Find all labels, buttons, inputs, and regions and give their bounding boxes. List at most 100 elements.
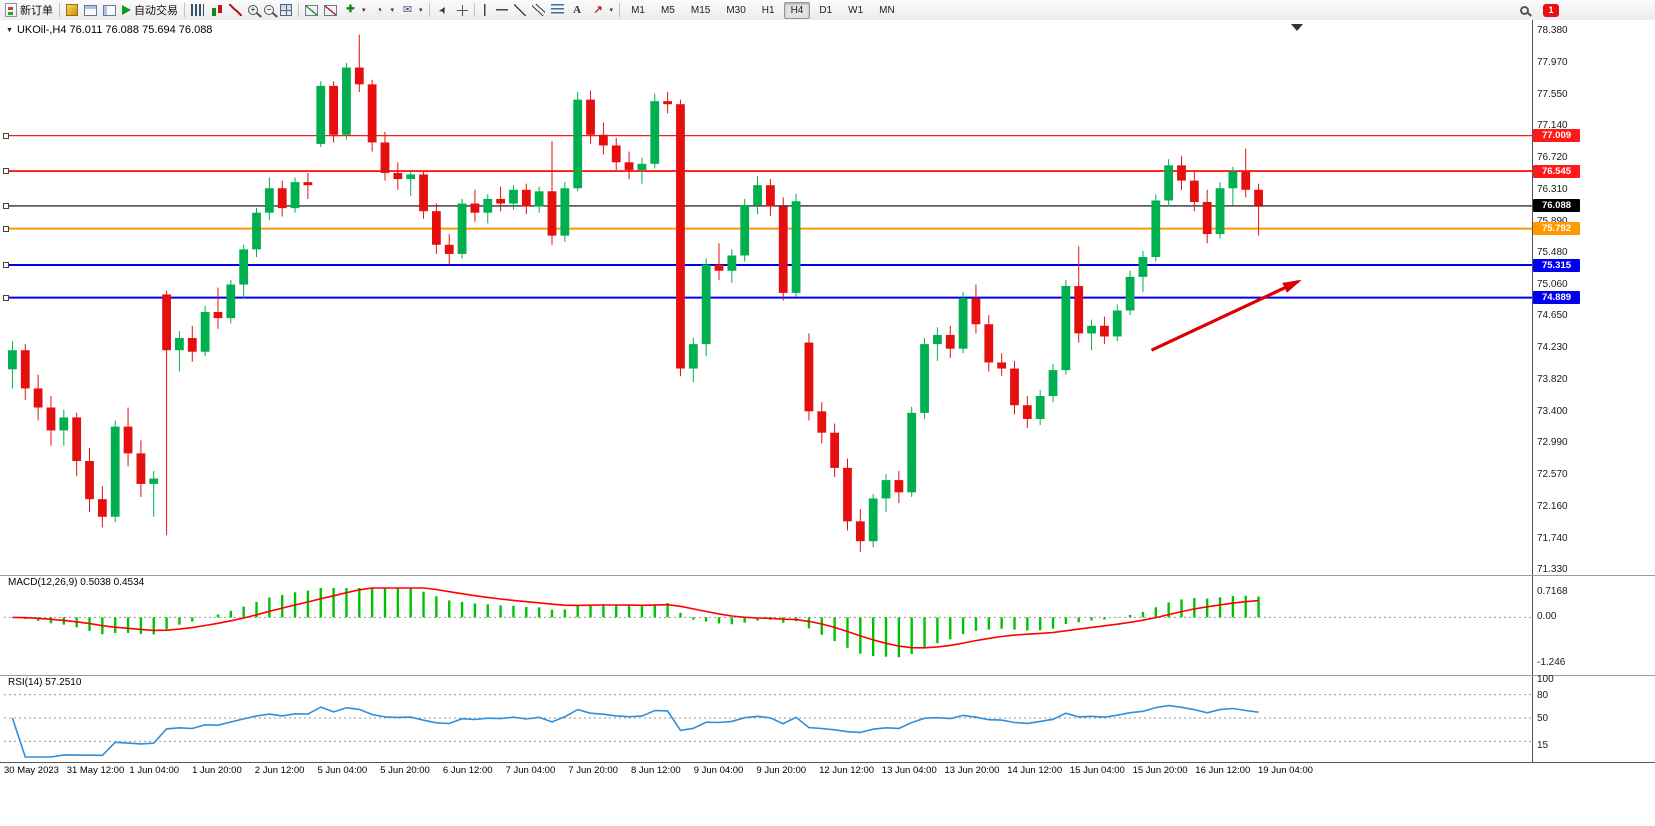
chart-profile-button[interactable] (63, 2, 81, 19)
price-tick: 75.060 (1537, 279, 1568, 290)
line-chart-icon (229, 4, 242, 16)
bar-chart-button[interactable] (188, 2, 207, 19)
dropdown-caret-icon[interactable]: ▾ (390, 7, 395, 14)
arrow-annotation[interactable] (1150, 24, 1303, 352)
periods-icon: ◔ (375, 3, 383, 17)
timeframe-d1-button[interactable]: D1 (819, 4, 833, 16)
price-tick: 72.160 (1537, 500, 1568, 512)
auto-trading-button-label: 自动交易 (134, 5, 178, 17)
time-tick: 13 Jun 04:00 (881, 765, 937, 776)
timeframe-m15-button[interactable]: M15 (690, 4, 711, 16)
candlestick-chart-icon (210, 3, 223, 17)
time-tick: 2 Jun 12:00 (254, 765, 305, 776)
text-button[interactable]: A (567, 2, 588, 19)
timeframe-h4-button[interactable]: H4 (783, 1, 811, 19)
cursor-button[interactable]: ➤ (433, 2, 454, 19)
price-tick: 73.400 (1537, 405, 1568, 417)
zoom-out-button[interactable]: − (261, 2, 277, 19)
time-tick: 7 Jun 20:00 (568, 765, 618, 776)
symbol-dropdown-icon[interactable]: ▼ (6, 26, 13, 34)
price-tick: 78.380 (1537, 25, 1568, 37)
alerts-button[interactable]: ✉ ▾ (397, 2, 426, 19)
trendline-button[interactable] (511, 2, 529, 19)
timeframe-mn-button[interactable]: MN (879, 4, 895, 16)
auto-trading-button[interactable]: 自动交易 (119, 2, 181, 19)
add-indicator-icon: ✚ (346, 4, 355, 15)
line-handle[interactable] (3, 168, 9, 175)
rsi-axis-tick: 50 (1537, 713, 1549, 724)
periods-button[interactable]: ◔ ▾ (369, 2, 398, 19)
price-tick: 75.480 (1537, 246, 1568, 258)
arrows-button[interactable]: ↗ ▾ (588, 2, 617, 19)
vertical-line-button[interactable] (478, 2, 493, 19)
dropdown-caret-icon[interactable]: ▾ (609, 7, 614, 14)
timeframe-m1-button[interactable]: M1 (631, 4, 645, 16)
text-icon: A (573, 3, 582, 16)
trendline-icon (513, 4, 526, 16)
candles-layer (8, 34, 1263, 552)
toolbar-separator (473, 3, 475, 17)
price-tag-76.545: 76.545 (1533, 164, 1580, 178)
line-chart-button[interactable] (226, 2, 245, 19)
time-tick: 1 Jun 20:00 (192, 765, 242, 776)
toolbar-separator (619, 3, 621, 17)
time-tick: 5 Jun 04:00 (317, 765, 368, 776)
price-tick: 76.310 (1537, 183, 1568, 195)
trend-arrow[interactable] (1150, 280, 1299, 352)
price-tick: 71.330 (1537, 563, 1568, 575)
rsi-axis-tick: 100 (1537, 674, 1554, 685)
chart-profile-icon (66, 4, 78, 16)
line-handle[interactable] (3, 132, 9, 139)
indicator-window-icon (305, 4, 318, 16)
channel-icon (531, 4, 545, 16)
horizontal-line-button[interactable] (493, 2, 511, 19)
symbol-ohlc-text: UKOil-,H4 76.011 76.088 75.694 76.088 (16, 24, 213, 36)
price-tag-74.889: 74.889 (1533, 291, 1580, 305)
candlestick-chart-button[interactable] (207, 2, 226, 19)
macd-axis-tick: 0.7168 (1537, 586, 1568, 597)
line-handle[interactable] (3, 294, 9, 301)
macd-axis-tick: 0.00 (1537, 611, 1557, 623)
navigator-icon (103, 4, 116, 16)
horizontal-lines[interactable] (4, 134, 1532, 299)
add-indicator-button[interactable]: ✚ ▾ (340, 2, 369, 19)
zoom-in-button[interactable]: + (245, 2, 261, 19)
time-tick: 14 Jun 12:00 (1007, 765, 1063, 776)
line-handle[interactable] (3, 262, 9, 269)
market-watch-icon (84, 4, 97, 16)
market-watch-button[interactable] (81, 2, 100, 19)
template-button[interactable] (321, 2, 340, 19)
timeframe-m5-button[interactable]: M5 (660, 4, 675, 16)
line-handle[interactable] (3, 202, 9, 209)
crosshair-button[interactable] (454, 2, 471, 19)
price-tick: 72.570 (1537, 469, 1568, 481)
fibonacci-button[interactable] (548, 2, 567, 19)
new-order-button[interactable]: 新订单 (2, 2, 56, 19)
chart-shift-icon[interactable] (1291, 24, 1303, 31)
toolbar-right: 1 (1520, 0, 1559, 20)
tile-windows-button[interactable] (277, 2, 295, 19)
line-handle[interactable] (3, 225, 9, 232)
timeframe-m30-button[interactable]: M30 (726, 4, 746, 16)
toolbar-separator (59, 3, 60, 17)
tile-windows-icon (280, 4, 292, 16)
dropdown-caret-icon[interactable]: ▾ (362, 7, 366, 14)
price-tick: 77.140 (1537, 120, 1568, 132)
timeframe-h1-button[interactable]: H1 (761, 4, 775, 16)
price-tag-76.088: 76.088 (1533, 199, 1580, 213)
notification-badge[interactable]: 1 (1543, 3, 1559, 17)
macd-label: MACD(12,26,9) 0.5038 0.4534 (8, 577, 145, 588)
indicator-window-button[interactable] (302, 2, 321, 19)
chart-title: ▼ UKOil-,H4 76.011 76.088 75.694 76.088 (6, 24, 212, 36)
price-axis[interactable]: 78.380 77.970 77.550 77.140 76.720 76.310 75.8… (1533, 20, 1655, 762)
channel-button[interactable] (529, 2, 548, 19)
time-tick: 13 Jun 20:00 (944, 765, 1000, 776)
timeframe-w1-button[interactable]: W1 (848, 4, 864, 16)
navigator-button[interactable] (100, 2, 119, 19)
dropdown-caret-icon[interactable]: ▾ (419, 7, 423, 14)
time-axis[interactable]: 30 May 2023 31 May 12:00 1 Jun 04:00 1 Jun … (0, 763, 1532, 781)
search-icon[interactable] (1520, 5, 1529, 15)
